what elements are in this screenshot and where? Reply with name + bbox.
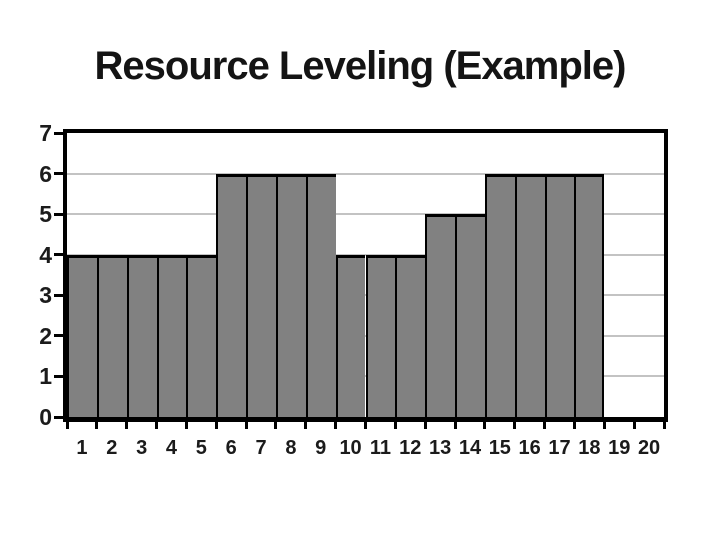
x-axis-tick bbox=[393, 422, 397, 429]
bar bbox=[425, 214, 456, 417]
y-axis-tick bbox=[54, 172, 63, 176]
bar bbox=[96, 254, 127, 417]
x-axis-tick bbox=[244, 422, 248, 429]
bar bbox=[544, 173, 575, 417]
y-axis-tick-label: 0 bbox=[39, 404, 52, 430]
x-axis-tick-label: 19 bbox=[608, 437, 631, 459]
x-axis-tick bbox=[334, 422, 338, 429]
x-axis-tick bbox=[184, 422, 188, 429]
bar bbox=[335, 254, 366, 417]
bar bbox=[365, 254, 396, 417]
bar bbox=[514, 173, 545, 417]
y-axis-tick-label: 1 bbox=[39, 363, 52, 390]
slide-title: Resource Leveling (Example) bbox=[94, 44, 627, 88]
x-axis-tick-label: 8 bbox=[285, 437, 297, 459]
x-axis-tick bbox=[364, 422, 367, 429]
x-axis-tick-label: 6 bbox=[225, 437, 237, 459]
bar bbox=[126, 254, 157, 417]
x-axis-tick bbox=[125, 422, 129, 429]
x-axis-tick bbox=[155, 422, 159, 429]
x-axis-tick-label: 5 bbox=[195, 437, 207, 459]
x-axis-tick-label: 7 bbox=[255, 437, 267, 459]
x-axis-tick-label: 11 bbox=[369, 437, 391, 459]
x-axis-tick bbox=[65, 422, 69, 429]
x-axis-tick bbox=[543, 422, 547, 429]
y-axis-tick-label: 6 bbox=[39, 160, 52, 187]
bar bbox=[305, 173, 336, 417]
bar bbox=[216, 173, 247, 417]
y-axis-tick-label: 4 bbox=[39, 241, 52, 268]
y-axis-tick bbox=[54, 374, 63, 378]
y-axis-tick bbox=[54, 293, 63, 297]
x-axis-tick bbox=[602, 422, 606, 429]
x-axis-tick bbox=[214, 422, 218, 429]
x-axis-tick bbox=[662, 422, 666, 429]
x-axis-tick bbox=[483, 422, 487, 429]
x-axis-tick-label: 3 bbox=[136, 437, 148, 459]
x-axis-tick bbox=[95, 422, 99, 429]
bar bbox=[574, 173, 605, 417]
x-axis-tick bbox=[572, 422, 576, 429]
x-axis-tick bbox=[304, 422, 308, 429]
gridline bbox=[67, 213, 664, 216]
x-axis-tick bbox=[513, 422, 517, 429]
y-axis-tick bbox=[54, 131, 63, 135]
y-axis-tick bbox=[54, 212, 63, 216]
x-axis-tick-label: 14 bbox=[458, 437, 482, 459]
bar bbox=[246, 173, 276, 417]
y-axis-tick-label: 3 bbox=[39, 282, 52, 309]
x-axis-tick bbox=[423, 422, 427, 429]
plot-area bbox=[63, 129, 668, 422]
x-axis-tick-label: 10 bbox=[339, 437, 362, 459]
x-axis-tick-label: 12 bbox=[399, 437, 422, 459]
bar bbox=[395, 254, 426, 417]
y-axis-tick bbox=[54, 334, 63, 338]
bar bbox=[275, 173, 306, 417]
y-axis-tick-label: 2 bbox=[39, 322, 52, 349]
x-axis-tick-label: 1 bbox=[76, 437, 88, 459]
y-axis-tick bbox=[54, 253, 63, 257]
x-axis-tick-label: 13 bbox=[429, 437, 452, 459]
y-axis-tick-label: 7 bbox=[39, 120, 52, 146]
x-axis-tick bbox=[632, 422, 636, 429]
x-axis-tick-label: 2 bbox=[106, 437, 118, 459]
x-axis-tick-label: 18 bbox=[578, 437, 601, 459]
bar bbox=[67, 254, 97, 417]
bar bbox=[186, 254, 217, 417]
bar bbox=[484, 173, 515, 417]
bar bbox=[455, 214, 485, 417]
x-axis-tick-label: 17 bbox=[548, 437, 571, 459]
bar bbox=[156, 254, 187, 417]
x-axis-tick-label: 20 bbox=[637, 437, 661, 459]
x-axis-tick bbox=[453, 422, 457, 429]
y-axis-tick bbox=[54, 415, 63, 419]
y-axis-tick-label: 5 bbox=[39, 201, 52, 228]
x-axis-tick-label: 16 bbox=[518, 437, 541, 459]
x-axis-tick-label: 9 bbox=[315, 437, 327, 459]
x-axis-tick-label: 15 bbox=[488, 437, 511, 459]
x-axis-tick bbox=[274, 422, 278, 429]
x-axis-tick-label: 4 bbox=[165, 437, 178, 459]
gridline bbox=[67, 172, 664, 175]
gridline bbox=[67, 253, 664, 256]
